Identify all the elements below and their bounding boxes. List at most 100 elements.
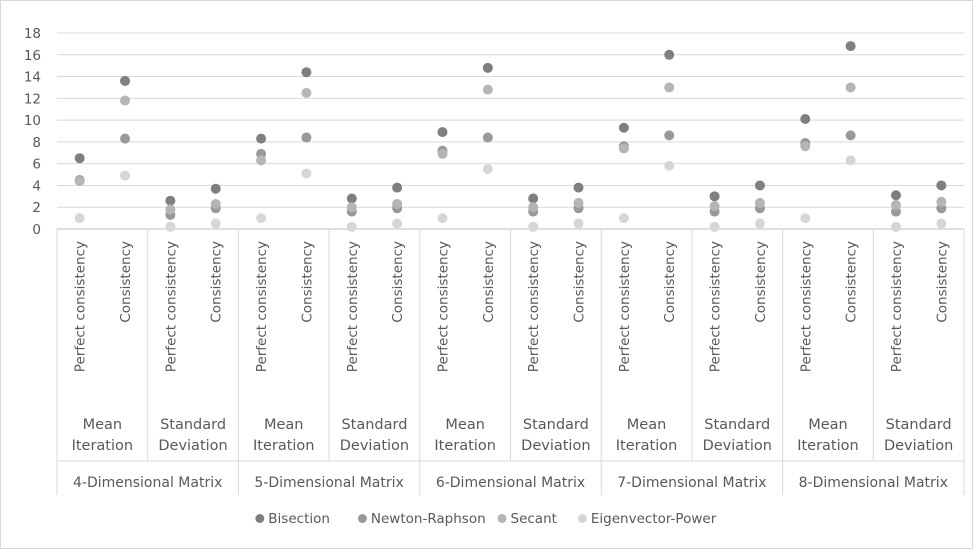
x-tick-label: Perfect consistency [708,241,724,372]
x-tick-label: Perfect consistency [163,241,179,372]
x-tick-label: Consistency [118,241,134,323]
data-point-eigenvector-power [392,218,403,229]
data-point-bisection [936,180,947,191]
data-point-newton-raphson [301,132,312,143]
subgroup-label: Standard Deviation [703,417,772,454]
legend-marker [357,514,367,523]
data-point-eigenvector-power [709,221,720,232]
data-point-secant [74,176,85,187]
data-point-secant [709,201,720,212]
legend-label: Newton-Raphson [371,511,486,527]
data-point-secant [165,204,176,215]
data-point-secant [618,143,629,154]
gridlines [57,32,964,230]
data-point-eigenvector-power [256,213,267,224]
data-point-secant [437,148,448,159]
data-point-bisection [74,153,85,164]
y-tick-label: 4 [32,178,41,194]
data-point-bisection [482,62,493,73]
legend-marker [497,514,507,523]
data-point-newton-raphson [845,130,856,141]
x-tick-label: Consistency [209,241,225,323]
data-point-eigenvector-power [346,221,357,232]
subgroup-label: Standard Deviation [521,417,590,454]
legend-label: Eigenvector-Power [591,511,717,527]
data-point-bisection [845,41,856,52]
data-point-eigenvector-power [573,218,584,229]
data-point-secant [346,202,357,213]
subgroup-label: Standard Deviation [884,417,953,454]
subgroup-label: Mean Iteration [797,417,859,454]
legend-marker [577,514,587,523]
data-point-eigenvector-power [618,213,629,224]
group-label: 5-Dimensional Matrix [254,475,403,491]
group-label: 7-Dimensional Matrix [617,475,766,491]
data-point-bisection [709,191,720,202]
x-tick-label: Perfect consistency [73,241,89,372]
data-point-eigenvector-power [301,168,312,179]
subgroup-label: Mean Iteration [434,417,496,454]
data-point-bisection [301,67,312,78]
data-point-eigenvector-power [165,221,176,232]
group-label: 8-Dimensional Matrix [799,475,948,491]
x-tick-label: Perfect consistency [889,241,905,372]
y-tick-label: 18 [24,26,41,42]
data-point-secant [210,198,221,209]
y-tick-label: 12 [24,91,41,107]
data-point-newton-raphson [482,132,493,143]
data-point-bisection [437,127,448,138]
data-point-eigenvector-power [120,170,131,181]
legend-label: Secant [511,511,557,527]
data-point-secant [573,197,584,208]
data-point-bisection [346,193,357,204]
data-point-secant [664,82,675,93]
x-tick-label: Consistency [390,241,406,323]
data-point-eigenvector-power [528,221,539,232]
y-tick-label: 6 [32,157,41,173]
data-point-eigenvector-power [210,218,221,229]
legend-label: Bisection [268,511,330,527]
data-point-newton-raphson [664,130,675,141]
x-tick-label: Consistency [844,241,860,323]
group-label: 6-Dimensional Matrix [436,475,585,491]
data-point-secant [256,155,267,166]
data-point-bisection [618,122,629,133]
y-tick-label: 16 [24,48,41,64]
data-point-eigenvector-power [754,218,765,229]
data-point-eigenvector-power [74,213,85,224]
data-point-secant [301,87,312,98]
y-axis-ticks: 0 2 4 6 8 10 12 14 16 18 [24,26,41,238]
data-point-bisection [573,182,584,193]
data-point-bisection [890,190,901,201]
x-tick-label: Perfect consistency [435,241,451,372]
x-tick-label: Consistency [753,241,769,323]
data-point-eigenvector-power [845,155,856,166]
x-tick-label: Consistency [299,241,315,323]
subgroup-label: Mean Iteration [72,417,134,454]
x-tick-label: Perfect consistency [617,241,633,372]
y-tick-label: 14 [24,70,41,86]
x-tick-label: Consistency [934,241,950,323]
data-point-eigenvector-power [664,160,675,171]
data-point-secant [890,200,901,211]
subgroup-label: Mean Iteration [253,417,315,454]
data-point-secant [482,84,493,95]
data-point-secant [392,198,403,209]
x-tick-label: Consistency [481,241,497,323]
data-point-secant [845,82,856,93]
x-tick-label: Perfect consistency [254,241,270,372]
data-point-eigenvector-power [936,218,947,229]
data-points [74,41,947,232]
x-tick-label: Perfect consistency [345,241,361,372]
y-tick-label: 10 [24,113,41,129]
data-point-eigenvector-power [482,164,493,175]
data-point-bisection [664,49,675,60]
x-tick-label: Perfect consistency [798,241,814,372]
x-axis: Perfect consistency Consistency Perfect co… [56,228,965,495]
data-point-bisection [392,182,403,193]
data-point-bisection [210,183,221,194]
data-point-eigenvector-power [800,213,811,224]
x-tick-label: Perfect consistency [526,241,542,372]
data-point-bisection [800,114,811,125]
